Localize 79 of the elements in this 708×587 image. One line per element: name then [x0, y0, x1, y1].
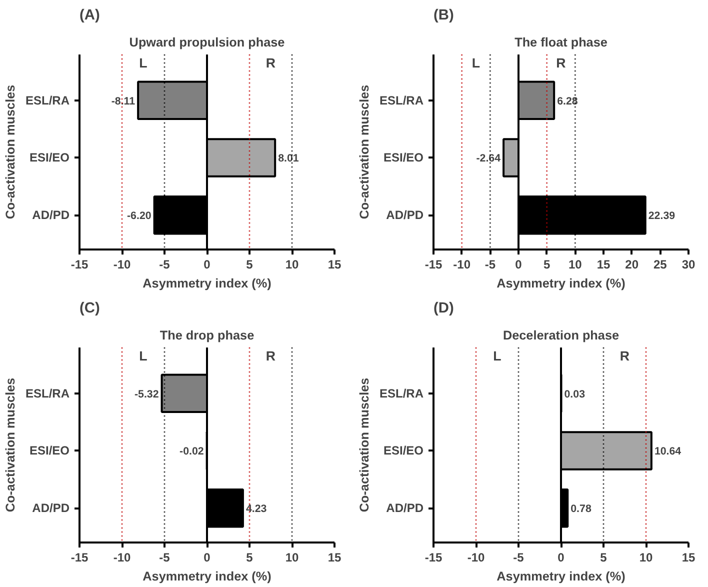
- y-tick-label: AD/PD: [386, 501, 424, 516]
- y-tick-label: ESL/RA: [379, 93, 424, 108]
- annotation: R: [556, 56, 566, 71]
- annotation: R: [266, 56, 276, 71]
- x-tick-label: 15: [682, 550, 696, 564]
- x-axis-title: Asymmetry index (%): [142, 276, 272, 290]
- data-label: -0.02: [180, 446, 204, 458]
- data-label: -8.11: [111, 95, 136, 108]
- x-tick-label: 25: [653, 258, 668, 272]
- text: (C): [80, 300, 100, 316]
- x-tick-label: 5: [246, 550, 254, 564]
- x-tick-label: -15: [424, 258, 442, 272]
- x-tick-label: 10: [568, 258, 582, 272]
- annotation: L: [472, 56, 480, 71]
- x-tick-label: -15: [424, 550, 442, 564]
- data-label: 10.64: [654, 446, 682, 458]
- text: (D): [434, 300, 454, 316]
- x-tick-label: -5: [513, 550, 524, 564]
- data-label: 0.03: [564, 388, 586, 400]
- x-tick-label: 0: [558, 550, 565, 564]
- x-tick-label: 10: [285, 258, 299, 272]
- x-tick-label: 5: [246, 258, 254, 272]
- annotation: L: [139, 348, 148, 364]
- x-tick-label: 20: [625, 258, 639, 272]
- data-label: 4.23: [246, 503, 267, 516]
- chart-title: The drop phase: [160, 328, 254, 342]
- y-tick-label: ESL/RA: [25, 93, 70, 108]
- x-tick-label: 10: [285, 550, 299, 564]
- annotation: R: [620, 348, 630, 364]
- x-tick-label: -5: [484, 258, 496, 272]
- annotation: L: [493, 348, 502, 364]
- data-label: -2.64: [476, 152, 501, 165]
- y-tick-label: ESL/RA: [25, 386, 70, 400]
- chart-title: Upward propulsion phase: [129, 36, 285, 50]
- x-tick-label: 10: [639, 550, 653, 564]
- annotation: R: [266, 348, 276, 364]
- x-tick-label: 15: [328, 258, 342, 272]
- y-tick-label: ESL/RA: [379, 386, 424, 400]
- y-tick-label: AD/PD: [386, 208, 424, 222]
- x-tick-label: 5: [600, 550, 608, 564]
- x-tick-label: -10: [453, 258, 471, 272]
- data-label: -6.20: [127, 210, 152, 222]
- x-tick-label: -5: [159, 258, 170, 272]
- x-tick-label: 15: [596, 258, 610, 272]
- y-tick-label: ESI/EO: [383, 150, 424, 165]
- x-tick-label: -10: [113, 258, 131, 272]
- x-tick-label: 0: [204, 258, 211, 272]
- y-axis-title: Co-activation muscles: [3, 378, 18, 512]
- text: (A): [80, 8, 100, 24]
- x-tick-label: -15: [70, 258, 88, 272]
- chart-title: Deceleration phase: [502, 328, 620, 342]
- x-axis-title: Asymmetry index (%): [142, 570, 272, 584]
- y-axis-title: Co-activation muscles: [357, 84, 372, 220]
- x-tick-label: 0: [204, 550, 211, 564]
- y-tick-label: ESI/EO: [383, 444, 424, 458]
- x-tick-label: 5: [543, 258, 550, 272]
- text: (B): [434, 8, 454, 24]
- chart-title: The float phase: [514, 36, 608, 50]
- data-label: 22.39: [648, 210, 676, 222]
- x-tick-label: -15: [70, 550, 88, 564]
- data-label: 8.01: [278, 152, 299, 165]
- y-tick-label: AD/PD: [32, 501, 70, 516]
- data-label: 6.28: [557, 95, 578, 108]
- x-axis-title: Asymmetry index (%): [496, 570, 626, 584]
- x-tick-label: -10: [113, 550, 131, 564]
- x-tick-label: -5: [159, 550, 170, 564]
- y-axis-title: Co-activation muscles: [3, 84, 18, 220]
- x-tick-label: -10: [467, 550, 485, 564]
- x-tick-label: 0: [515, 258, 522, 272]
- x-tick-label: 15: [328, 550, 342, 564]
- data-label: 0.78: [570, 503, 592, 516]
- annotation: L: [139, 56, 148, 71]
- x-tick-label: 30: [682, 258, 696, 272]
- y-axis-title: Co-activation muscles: [357, 378, 372, 512]
- y-tick-label: ESI/EO: [29, 150, 70, 165]
- x-axis-title: Asymmetry index (%): [496, 276, 626, 290]
- y-tick-label: AD/PD: [32, 208, 70, 222]
- data-label: -5.32: [134, 388, 159, 400]
- y-tick-label: ESI/EO: [29, 444, 70, 458]
